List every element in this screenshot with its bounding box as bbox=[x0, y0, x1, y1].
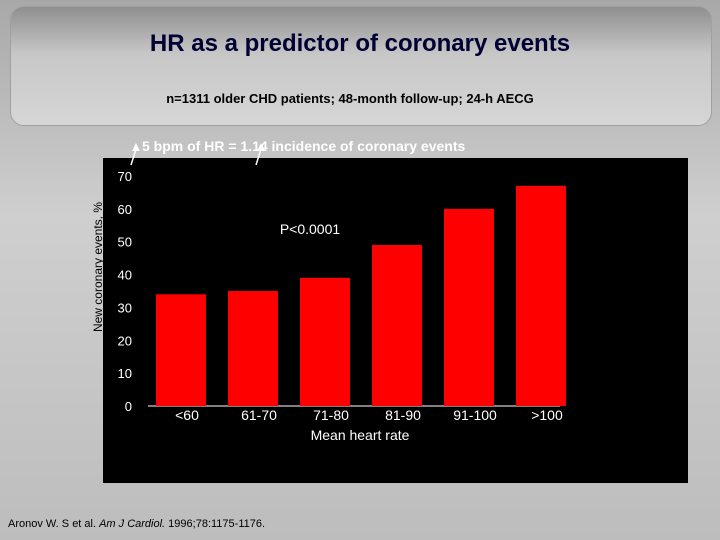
annotation-arrow-left bbox=[130, 143, 140, 166]
title-box bbox=[10, 6, 712, 126]
hr-increment-annotation: 5 bpm of HR = 1.14 incidence of coronary… bbox=[142, 138, 466, 154]
y-tick-label: 10 bbox=[118, 366, 132, 381]
y-axis-label: New coronary events, % bbox=[91, 201, 105, 333]
y-tick-labels: 0 10 20 30 40 50 60 70 bbox=[118, 169, 132, 414]
citation-authors: Aronov W. S et al. bbox=[8, 518, 100, 530]
y-tick-label: 0 bbox=[125, 399, 132, 414]
slide-title: HR as a predictor of coronary events bbox=[149, 30, 571, 57]
y-tick-label: 30 bbox=[118, 300, 132, 315]
annotation-arrow-right bbox=[255, 143, 265, 166]
y-tick-label: 60 bbox=[118, 202, 132, 217]
y-tick-label: 70 bbox=[118, 169, 132, 184]
bar bbox=[444, 208, 494, 406]
bar bbox=[156, 294, 206, 406]
x-tick-label: 71-80 bbox=[313, 407, 349, 423]
x-tick-label: >100 bbox=[531, 407, 563, 423]
y-tick-label: 50 bbox=[118, 235, 132, 250]
bar bbox=[228, 291, 278, 406]
bar bbox=[516, 185, 566, 406]
citation-details: 1996;78:1175-1176. bbox=[165, 518, 266, 530]
x-tick-label: 91-100 bbox=[453, 407, 497, 423]
p-value-label: P<0.0001 bbox=[280, 221, 341, 237]
bar bbox=[300, 277, 350, 406]
x-tick-labels: <60 61-70 71-80 81-90 91-100 >100 bbox=[175, 407, 563, 423]
y-tick-label: 20 bbox=[118, 333, 132, 348]
bar bbox=[372, 245, 422, 406]
citation: Aronov W. S et al. Am J Cardiol. 1996;78… bbox=[8, 518, 265, 530]
slide-subtitle: n=1311 older CHD patients; 48-month foll… bbox=[166, 91, 534, 106]
x-tick-label: 61-70 bbox=[241, 407, 277, 423]
x-tick-label: 81-90 bbox=[385, 407, 421, 423]
x-tick-label: <60 bbox=[175, 407, 199, 423]
citation-journal: Am J Cardiol. bbox=[99, 518, 166, 530]
chart-bars bbox=[156, 185, 566, 406]
x-axis-label: Mean heart rate bbox=[311, 427, 410, 443]
y-tick-label: 40 bbox=[118, 268, 132, 283]
